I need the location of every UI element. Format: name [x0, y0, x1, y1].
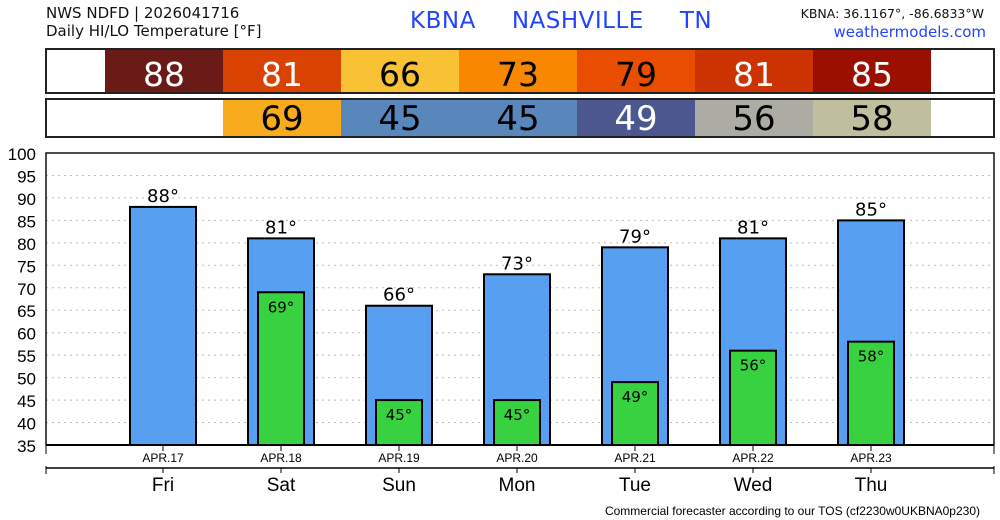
footer-note: Commercial forecaster according to our T…	[605, 504, 980, 518]
day-label: Thu	[855, 475, 888, 496]
product-title: NWS NDFD | 2026041716	[46, 4, 240, 22]
high-strip-cell	[577, 49, 695, 93]
y-tick-label: 95	[17, 167, 36, 186]
low-strip-cell	[695, 99, 813, 137]
low-bar	[729, 349, 777, 446]
y-tick-label: 85	[17, 212, 36, 231]
low-bar	[257, 291, 305, 446]
low-strip-value: 45	[378, 99, 421, 139]
day-label: Tue	[619, 475, 651, 496]
high-label: 85°	[855, 199, 887, 220]
y-tick-label: 65	[17, 302, 36, 321]
low-strip-cell	[813, 99, 931, 137]
high-strip-cell	[813, 49, 931, 93]
city-name: NASHVILLE	[511, 8, 644, 34]
y-tick-label: 75	[17, 257, 36, 276]
high-strip-cell	[459, 49, 577, 93]
high-strip-cell	[223, 49, 341, 93]
day-label: Sun	[382, 475, 416, 496]
low-label: 45°	[386, 406, 413, 424]
high-strip-value: 66	[379, 55, 421, 94]
station-id: KBNA	[410, 8, 476, 34]
low-strip-cell	[223, 99, 341, 137]
low-strip-cell	[577, 99, 695, 137]
low-strip-value: 56	[732, 99, 775, 139]
y-tick-label: 55	[17, 347, 36, 366]
date-label: APR.22	[732, 451, 774, 465]
high-label: 88°	[147, 186, 179, 207]
low-bar	[847, 340, 895, 446]
y-tick-label: 40	[17, 415, 36, 434]
high-label: 81°	[265, 217, 297, 238]
high-label: 73°	[501, 253, 533, 274]
y-tick-label: 100	[8, 145, 36, 164]
y-tick-label: 50	[17, 370, 36, 389]
date-label: APR.21	[614, 451, 656, 465]
high-strip-value: 73	[497, 55, 539, 94]
low-strip-value: 49	[614, 99, 657, 139]
site-link[interactable]: weathermodels.com	[833, 23, 986, 41]
location-title: KBNA NASHVILLE TN	[410, 8, 748, 34]
date-label: APR.18	[260, 451, 302, 465]
low-strip-value: 45	[496, 99, 539, 139]
high-strip-cell	[105, 49, 223, 93]
y-tick-label: 70	[17, 280, 36, 299]
day-label: Mon	[499, 475, 536, 496]
high-label: 79°	[619, 226, 651, 247]
low-strip-value: 58	[850, 99, 893, 139]
low-strip-value: 69	[260, 99, 303, 139]
low-label: 45°	[504, 406, 531, 424]
y-tick-label: 45	[17, 392, 36, 411]
high-bar	[129, 205, 197, 446]
y-tick-label: 90	[17, 190, 36, 209]
high-label: 66°	[383, 285, 415, 306]
date-label: APR.17	[142, 451, 184, 465]
chart-title: Daily HI/LO Temperature [°F]	[46, 22, 262, 40]
high-strip-value: 81	[733, 55, 775, 94]
state-name: TN	[679, 8, 713, 34]
y-tick-label: 35	[17, 437, 36, 456]
day-label: Wed	[734, 475, 773, 496]
high-strip-cell	[695, 49, 813, 93]
date-label: APR.23	[850, 451, 892, 465]
date-label: APR.19	[378, 451, 420, 465]
coordinates: KBNA: 36.1167°, -86.6833°W	[800, 6, 984, 21]
low-label: 49°	[622, 388, 649, 406]
high-strip-value: 79	[615, 55, 657, 94]
high-strip-cell	[341, 49, 459, 93]
low-strip-cell	[459, 99, 577, 137]
day-label: Fri	[152, 475, 174, 496]
low-strip-cell	[341, 99, 459, 137]
high-strip-border	[45, 48, 995, 94]
low-bar	[493, 399, 541, 447]
date-label: APR.20	[496, 451, 538, 465]
low-label: 69°	[268, 298, 295, 316]
low-label: 58°	[858, 348, 885, 366]
y-tick-label: 60	[17, 325, 36, 344]
high-strip-value: 85	[851, 55, 893, 94]
y-tick-label: 80	[17, 235, 36, 254]
low-strip-border	[45, 98, 995, 138]
high-strip-value: 81	[261, 55, 303, 94]
low-label: 56°	[740, 357, 767, 375]
high-label: 81°	[737, 217, 769, 238]
day-label: Sat	[267, 475, 296, 496]
high-strip-value: 88	[143, 55, 185, 94]
